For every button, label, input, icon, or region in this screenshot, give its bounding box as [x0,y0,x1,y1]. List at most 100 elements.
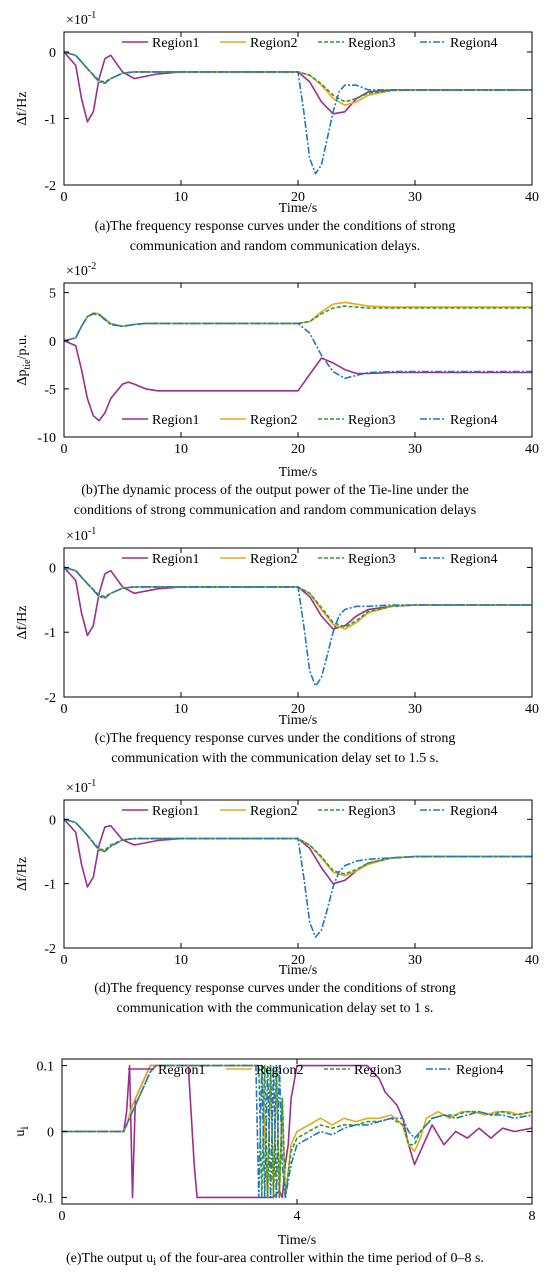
caption-line: (b)The dynamic process of the output pow… [81,483,469,498]
x-tick-label: 30 [408,953,422,968]
x-tick-label: 0 [61,442,68,457]
series-group [62,1064,532,1199]
x-tick-label: 0 [61,953,68,968]
y-tick-label: -10 [37,431,56,446]
axis-multiplier: ×10-1 [66,778,96,796]
series-line-region1 [64,566,532,637]
x-tick-label: 40 [525,190,539,205]
y-tick-label: 0 [49,46,56,61]
y-tick-label: 0 [49,813,56,828]
y-tick-label: -0.1 [32,1191,54,1206]
series-line-region2 [64,818,532,877]
series-line-region4 [62,1064,532,1199]
x-tick-label: 0 [59,1209,66,1224]
y-axis-label: Δptie/p.u. [15,335,33,386]
y-tick-label: 5 [49,287,56,302]
x-tick-label: 8 [529,1209,536,1224]
legend-label-region4: Region4 [456,1063,503,1078]
legend-label-region2: Region2 [250,36,297,51]
plot-frame [63,31,533,186]
legend-label-region4: Region4 [450,552,497,567]
x-tick-label: 10 [174,953,188,968]
series-line-region3 [64,51,532,103]
y-axis-label: Δf/Hz [15,857,30,891]
legend-label-region3: Region3 [348,552,395,567]
axis-multiplier: ×10-1 [66,526,96,544]
chart-panel-e: 0 4 8 0.1 0 -0.1 Time/s ui Region1 Region2 Region3… [13,1058,536,1268]
legend-label-region1: Region1 [152,36,199,51]
caption-line: conditions of strong communication and r… [74,503,476,518]
y-tick-label: -1 [44,112,56,127]
x-tick-label: 40 [525,953,539,968]
series-line-region1 [64,51,532,123]
x-tick-label: 20 [291,953,305,968]
caption-line: communication with the communication del… [117,1001,434,1016]
series-group [64,51,532,175]
legend-label-region1: Region1 [152,552,199,567]
y-axis-label: Δf/Hz [15,92,30,126]
y-tick-label: -2 [44,942,56,957]
y-tick-label: 0.1 [37,1060,55,1075]
caption-line: (d)The frequency response curves under t… [94,981,456,996]
series-line-region2 [64,566,532,630]
legend: Region1 Region2 Region3 Region4 [122,413,497,428]
y-tick-label: -1 [44,878,56,893]
legend-label-region1: Region1 [152,413,199,428]
legend-label-region3: Region3 [354,1063,401,1078]
x-tick-label: 30 [408,702,422,717]
caption-line: (c)The frequency response curves under t… [95,731,456,746]
x-tick-label: 30 [408,442,422,457]
x-tick-label: 20 [291,442,305,457]
legend: Region1 Region2 Region3 Region4 [122,804,497,819]
legend-label-region3: Region3 [348,36,395,51]
legend-label-region2: Region2 [250,804,297,819]
series-group [64,301,532,422]
legend-label-region2: Region2 [250,413,297,428]
y-tick-label: -2 [44,691,56,706]
legend-label-region4: Region4 [450,36,497,51]
legend-label-region3: Region3 [348,413,395,428]
x-tick-label: 10 [174,442,188,457]
chart-panel-b: 0 10 20 30 4050-5-10×10-2Time/sΔptie/p.u.Reg… [15,261,539,518]
plot-frame [63,799,533,949]
x-tick-label: 20 [291,190,305,205]
caption: (e)The output ui of the four-area contro… [66,1251,484,1268]
x-tick-label: 30 [408,190,422,205]
y-axis-label: Δf/Hz [15,606,30,640]
legend: Region1 Region2 Region3 Region4 [122,36,497,51]
legend-label-region4: Region4 [450,804,497,819]
y-axis-label: ui [13,1126,31,1137]
series-line-region1 [64,340,532,422]
legend: Region1 Region2 Region3 Region4 [122,552,497,567]
caption-line: (a)The frequency response curves under t… [95,219,456,234]
x-tick-label: 10 [174,702,188,717]
y-tick-label: 0 [49,561,56,576]
x-axis-label: Time/s [279,201,317,216]
y-tick-label: -1 [44,626,56,641]
legend-label-region4: Region4 [450,413,497,428]
x-axis-label: Time/s [279,465,317,480]
legend-label-region1: Region1 [158,1063,205,1078]
x-tick-label: 40 [525,442,539,457]
x-tick-label: 10 [174,190,188,205]
series-line-region3 [64,566,532,628]
x-tick-label: 20 [291,702,305,717]
legend: Region1 Region2 Region3 Region4 [128,1063,503,1078]
series-line-region4 [64,818,532,938]
axis-multiplier: ×10-2 [66,261,96,279]
legend-label-region2: Region2 [256,1063,303,1078]
series-line-region2 [64,301,532,342]
series-line-region3 [64,818,532,875]
x-axis-label: Time/s [278,1233,316,1248]
series-group [64,818,532,938]
caption-line: communication and random communication d… [130,239,420,254]
caption-line: communication with the communication del… [111,751,438,766]
legend-label-region1: Region1 [152,804,199,819]
x-tick-label: 4 [294,1209,301,1224]
x-tick-label: 0 [61,702,68,717]
axis-multiplier: ×10-1 [66,10,96,28]
x-tick-label: 0 [61,190,68,205]
series-line-region4 [64,566,532,687]
series-group [64,566,532,687]
